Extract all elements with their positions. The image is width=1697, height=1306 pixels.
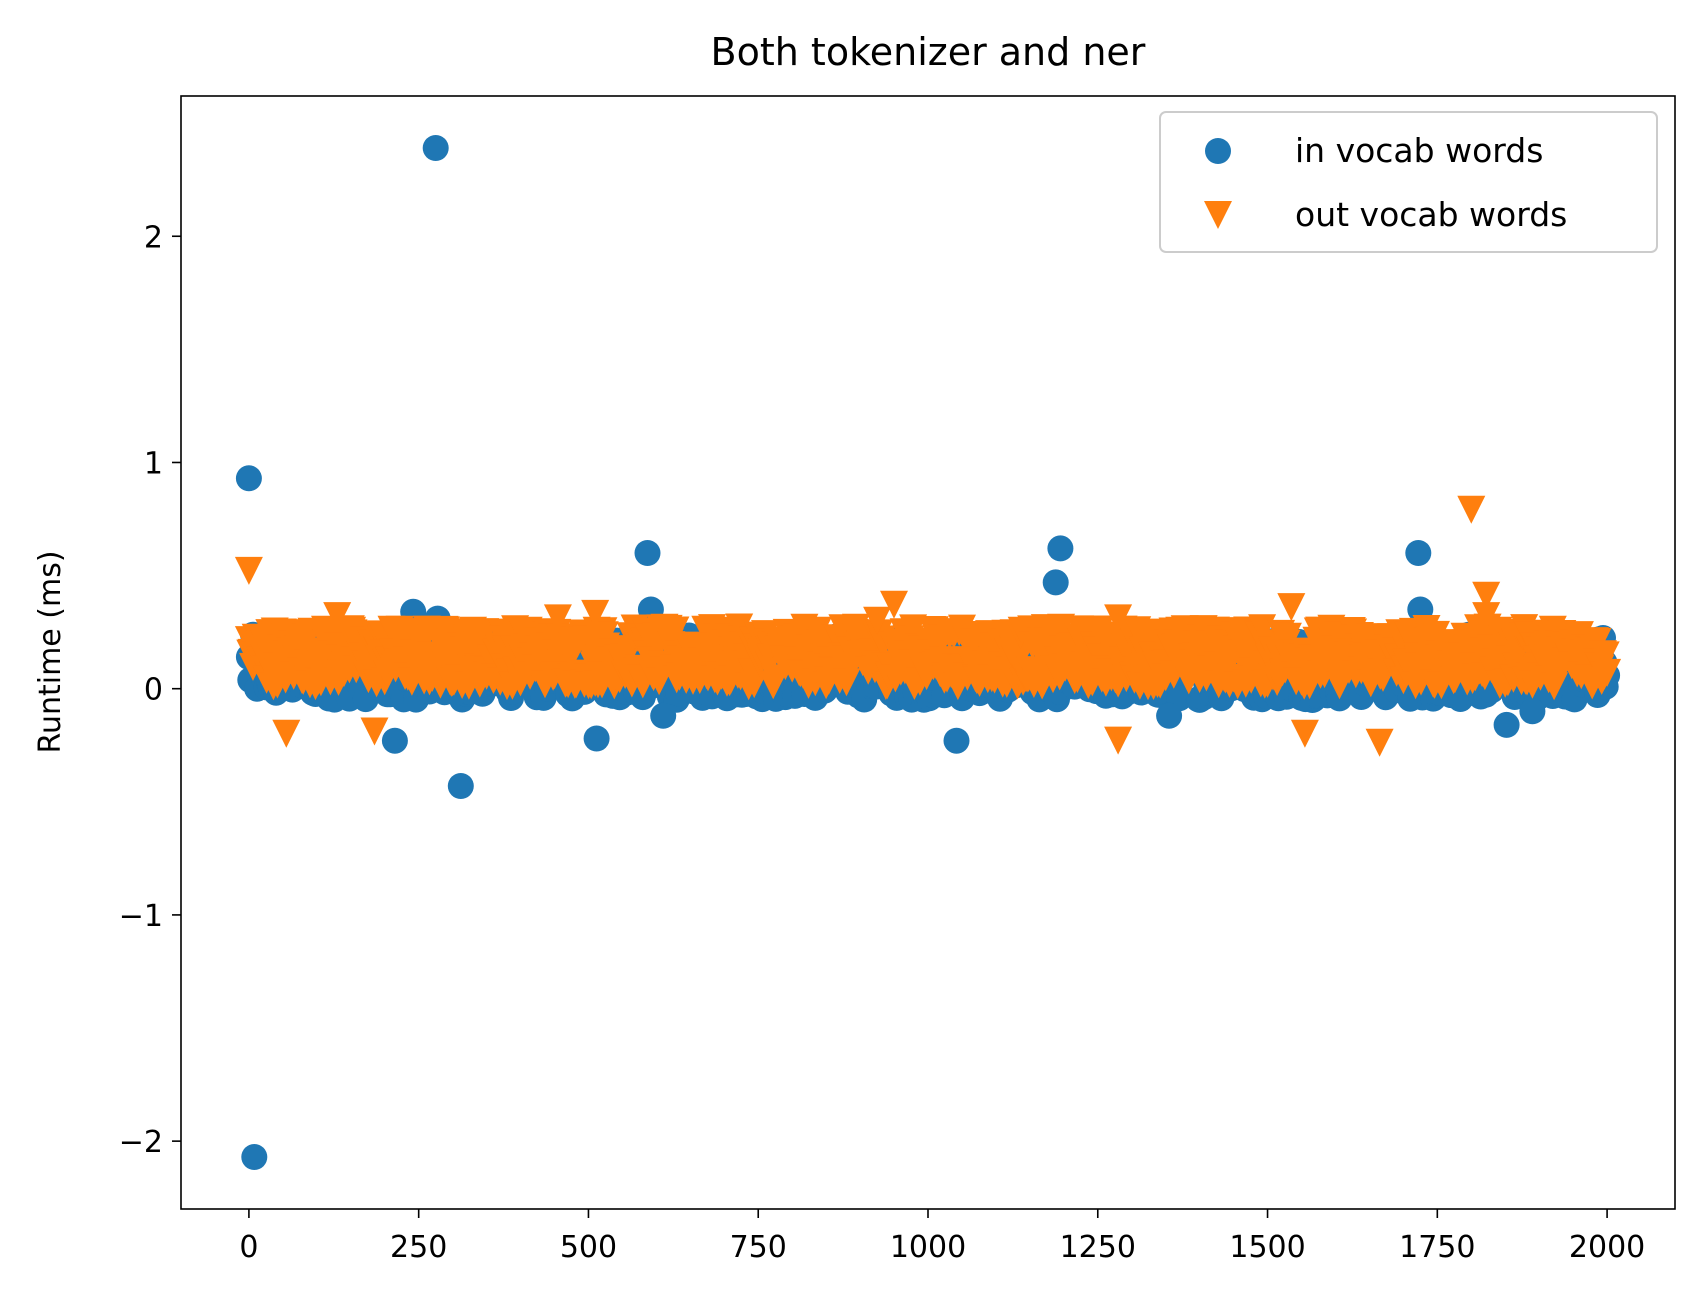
data-point-out-vocab	[323, 602, 352, 631]
x-tick-label: 750	[730, 1230, 787, 1265]
y-tick-label: 2	[144, 220, 163, 255]
data-point-out-vocab	[1277, 593, 1306, 622]
data-point-out-vocab	[1593, 658, 1622, 687]
data-point-out-vocab	[661, 616, 690, 645]
data-point-in-vocab	[235, 465, 262, 492]
chart-title: Both tokenizer and ner	[711, 30, 1146, 74]
legend-marker-in-vocab	[1205, 138, 1231, 164]
y-tick-label: 1	[144, 446, 163, 481]
data-point-in-vocab	[1519, 698, 1546, 725]
data-point-out-vocab	[1365, 728, 1394, 757]
data-point-in-vocab	[943, 727, 970, 754]
y-axis-label: Runtime (ms)	[33, 550, 68, 753]
x-tick-label: 1750	[1399, 1230, 1475, 1265]
x-tick-label: 0	[239, 1230, 258, 1265]
legend-marker-out-vocab	[1204, 201, 1232, 229]
x-tick-label: 1000	[890, 1230, 966, 1265]
data-point-out-vocab	[360, 717, 389, 746]
data-point-out-vocab	[581, 599, 610, 628]
data-point-out-vocab	[1273, 622, 1302, 651]
legend-box	[1159, 111, 1658, 253]
data-point-in-vocab	[1156, 702, 1183, 729]
x-tick-label: 1250	[1060, 1230, 1136, 1265]
x-tick-label: 1500	[1229, 1230, 1305, 1265]
marks-layer	[234, 135, 1622, 1170]
data-point-out-vocab	[1104, 726, 1133, 755]
ticks-layer: 0 250 500 750 1000 1250 1500 1750 2000 −2 −1 0 1 2	[119, 220, 1646, 1265]
data-point-out-vocab	[234, 556, 263, 585]
data-point-out-vocab	[1457, 495, 1486, 524]
data-point-out-vocab	[880, 590, 908, 619]
data-point-in-vocab	[241, 1144, 268, 1170]
x-tick-label: 2000	[1569, 1230, 1645, 1265]
data-point-out-vocab	[1104, 604, 1133, 633]
data-point-out-vocab	[1541, 664, 1570, 693]
data-point-in-vocab	[422, 135, 449, 161]
data-point-in-vocab	[650, 702, 677, 729]
data-point-out-vocab	[1290, 719, 1319, 748]
legend: in vocab words out vocab words	[1159, 111, 1658, 253]
data-point-in-vocab	[447, 773, 474, 799]
data-point-in-vocab	[583, 725, 610, 752]
data-point-out-vocab	[1591, 641, 1620, 670]
data-point-out-vocab	[863, 606, 892, 635]
data-point-out-vocab	[740, 670, 769, 699]
data-point-out-vocab	[272, 719, 301, 748]
data-point-in-vocab	[1047, 535, 1074, 562]
x-tick-label: 250	[390, 1230, 447, 1265]
data-point-in-vocab	[634, 540, 661, 566]
data-point-out-vocab	[543, 604, 572, 633]
x-tick-label: 500	[560, 1230, 617, 1265]
y-tick-label: −1	[119, 899, 163, 934]
data-point-out-vocab	[1472, 602, 1501, 631]
y-tick-label: −2	[119, 1125, 163, 1160]
data-point-in-vocab	[1405, 540, 1432, 566]
data-point-in-vocab	[1042, 569, 1069, 596]
data-point-in-vocab	[1493, 711, 1520, 738]
data-point-in-vocab	[381, 727, 408, 754]
data-point-out-vocab	[1472, 581, 1501, 610]
legend-label-out-vocab: out vocab words	[1295, 195, 1567, 234]
legend-label-in-vocab: in vocab words	[1295, 131, 1543, 170]
y-tick-label: 0	[144, 673, 163, 708]
